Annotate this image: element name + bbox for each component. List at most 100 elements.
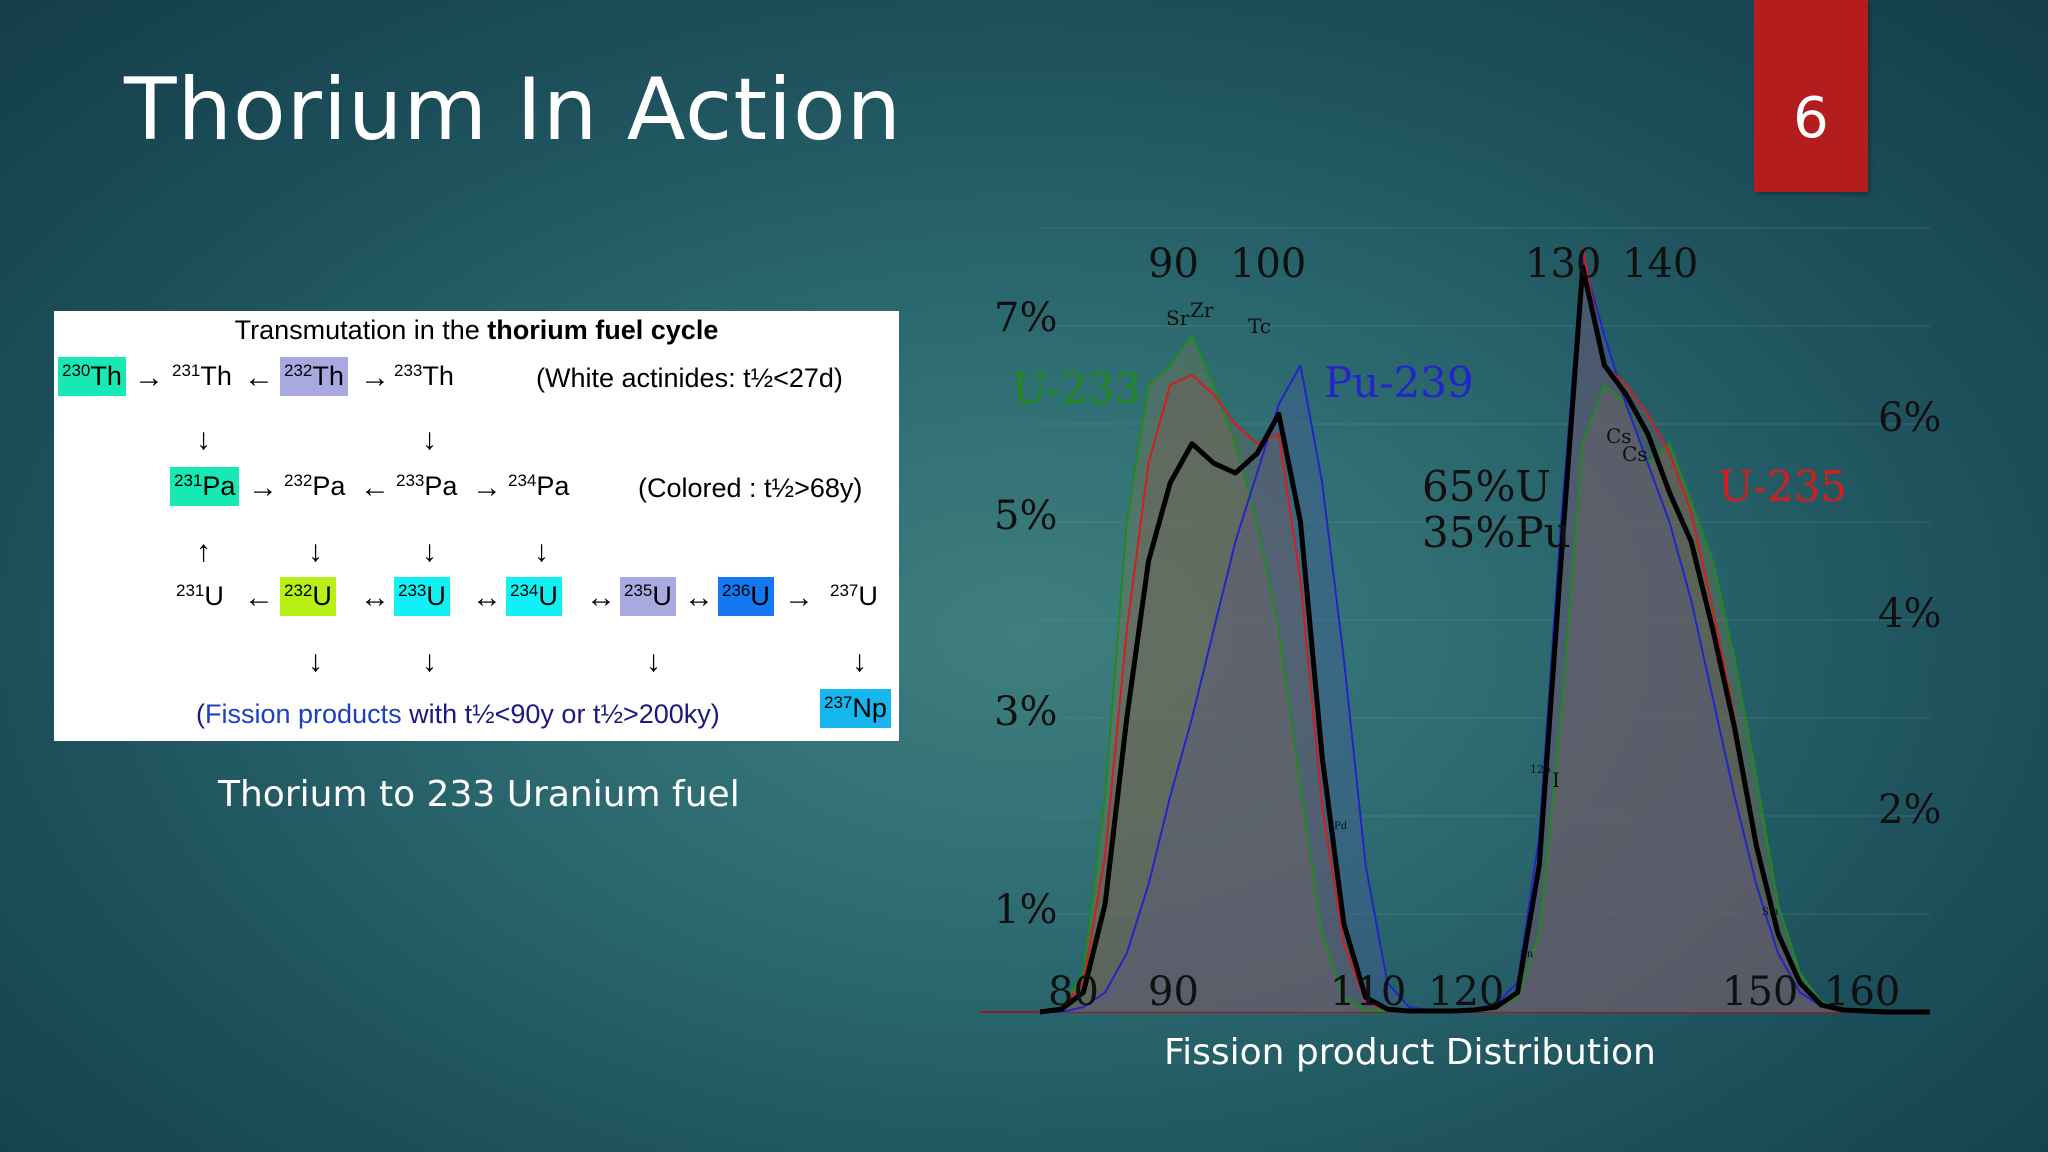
- element-symbol: Th: [422, 361, 454, 391]
- bottom-tick-label: 110: [1330, 969, 1406, 1015]
- element-symbol: Np: [852, 693, 887, 723]
- fission-yield-chart: 90 100 130 140 80 90 110 120 150 160 7% 5% 3% 1% 6% 4% 2…: [980, 227, 1941, 1015]
- isotope-234u: 234U: [506, 577, 562, 616]
- arrow-right: →: [472, 471, 502, 504]
- left-tick-label: 1%: [994, 887, 1057, 933]
- arrow-right: →: [134, 361, 164, 394]
- mass-number: 231: [172, 361, 201, 380]
- mass-number: 232: [284, 581, 313, 600]
- element-annotation: Zr: [1190, 298, 1214, 322]
- arrow-down: ↓: [852, 645, 867, 678]
- arrow-left: ←: [244, 361, 274, 394]
- element-annotation: Sr: [1166, 306, 1190, 330]
- mass-number: 233: [398, 581, 427, 600]
- series-label-u233: U-233: [1012, 364, 1141, 413]
- mass-number: 236: [722, 581, 751, 600]
- slide-number-badge: 6: [1754, 0, 1868, 192]
- fission-products-link[interactable]: Fission products: [205, 699, 402, 729]
- mass-number: 231: [176, 581, 205, 600]
- element-symbol: Pa: [312, 471, 346, 501]
- transmutation-diagram: Transmutation in the thorium fuel cycle …: [54, 311, 899, 741]
- mix-label-pu: 35%Pu: [1422, 508, 1571, 557]
- mass-number: 232: [284, 471, 313, 490]
- mass-number: 237: [824, 693, 853, 712]
- arrow-down: ↓: [534, 535, 549, 568]
- fission-products-note: (Fission products with t½<90y or t½>200k…: [196, 699, 720, 730]
- isotope-234pa: 234Pa: [504, 467, 573, 506]
- arrow-both: ↔: [360, 581, 390, 614]
- element-symbol: U: [652, 581, 672, 611]
- series-label-pu239: Pu-239: [1324, 358, 1474, 407]
- isotope-235u: 235U: [620, 577, 676, 616]
- isotope-233pa: 233Pa: [392, 467, 461, 506]
- arrow-down: ↓: [308, 645, 323, 678]
- element-symbol: Pa: [536, 471, 570, 501]
- arrow-down: ↓: [646, 645, 661, 678]
- series-area: [1040, 257, 1930, 1012]
- element-symbol: U: [858, 581, 878, 611]
- element-annotation: Pd: [1334, 821, 1348, 832]
- arrow-down: ↓: [422, 535, 437, 568]
- left-tick-label: 5%: [994, 493, 1057, 539]
- isotope-231u: 231U: [172, 577, 228, 616]
- element-symbol: U: [538, 581, 558, 611]
- element-annotation: I: [1552, 768, 1560, 792]
- element-annotation: Tc: [1248, 314, 1271, 338]
- arrow-left: ←: [244, 581, 274, 614]
- series-label-u235: U-235: [1718, 462, 1847, 511]
- element-annotation: Sm: [1762, 907, 1779, 918]
- element-symbol: Th: [312, 361, 344, 391]
- series-line: [1039, 264, 1930, 1015]
- fission-products-text: with t½<90y or t½>200ky): [401, 699, 720, 729]
- series-area: [1040, 247, 1930, 1013]
- isotope-232th: 232Th: [280, 357, 348, 396]
- mass-number: 235: [624, 581, 653, 600]
- isotope-231pa: 231Pa: [170, 467, 240, 506]
- element-symbol: U: [750, 581, 770, 611]
- top-tick-label: 130: [1525, 241, 1601, 287]
- arrow-down: ↓: [422, 645, 437, 678]
- mass-number: 232: [284, 361, 313, 380]
- right-tick-label: 4%: [1878, 591, 1941, 637]
- bottom-tick-label: 90: [1148, 969, 1199, 1015]
- element-symbol: U: [312, 581, 332, 611]
- bottom-tick-label: 120: [1428, 969, 1504, 1015]
- left-tick-label: 7%: [994, 295, 1057, 341]
- right-caption: Fission product Distribution: [1164, 1032, 1656, 1073]
- bottom-tick-label: 150: [1722, 969, 1798, 1015]
- mix-label-u: 65%U: [1422, 462, 1551, 511]
- mass-number: 233: [396, 471, 425, 490]
- isotope-233th: 233Th: [390, 357, 458, 396]
- diagram-title: Transmutation in the thorium fuel cycle: [54, 315, 899, 346]
- mass-number: 230: [62, 361, 91, 380]
- mass-number: 237: [830, 581, 859, 600]
- arrow-down: ↓: [196, 423, 211, 456]
- isotope-232pa: 232Pa: [280, 467, 349, 506]
- isotope-236u: 236U: [718, 577, 774, 616]
- left-tick-label: 3%: [994, 689, 1057, 735]
- arrow-down: ↓: [308, 535, 323, 568]
- top-tick-label: 90: [1148, 241, 1199, 287]
- top-tick-label: 100: [1230, 241, 1306, 287]
- paren-open: (: [196, 699, 205, 729]
- isotope-237u: 237U: [826, 577, 882, 616]
- element-annotation: 125: [1530, 763, 1551, 776]
- mass-number: 233: [394, 361, 423, 380]
- mass-number: 234: [508, 471, 537, 490]
- isotope-237np: 237Np: [820, 689, 891, 728]
- arrow-down: ↓: [422, 423, 437, 456]
- arrow-both: ↔: [472, 581, 502, 614]
- series-area: [1040, 335, 1930, 1012]
- element-symbol: Pa: [202, 471, 236, 501]
- isotope-231th: 231Th: [168, 357, 236, 396]
- isotope-232u: 232U: [280, 577, 336, 616]
- element-symbol: Th: [200, 361, 232, 391]
- top-tick-label: 140: [1622, 241, 1698, 287]
- row1-note: (White actinides: t½<27d): [536, 363, 843, 393]
- slide-number: 6: [1793, 85, 1829, 151]
- left-caption: Thorium to 233 Uranium fuel: [218, 774, 740, 815]
- arrow-left: ←: [360, 471, 390, 504]
- isotope-233u: 233U: [394, 577, 450, 616]
- diagram-title-plain: Transmutation in the: [234, 315, 488, 345]
- mass-number: 234: [510, 581, 539, 600]
